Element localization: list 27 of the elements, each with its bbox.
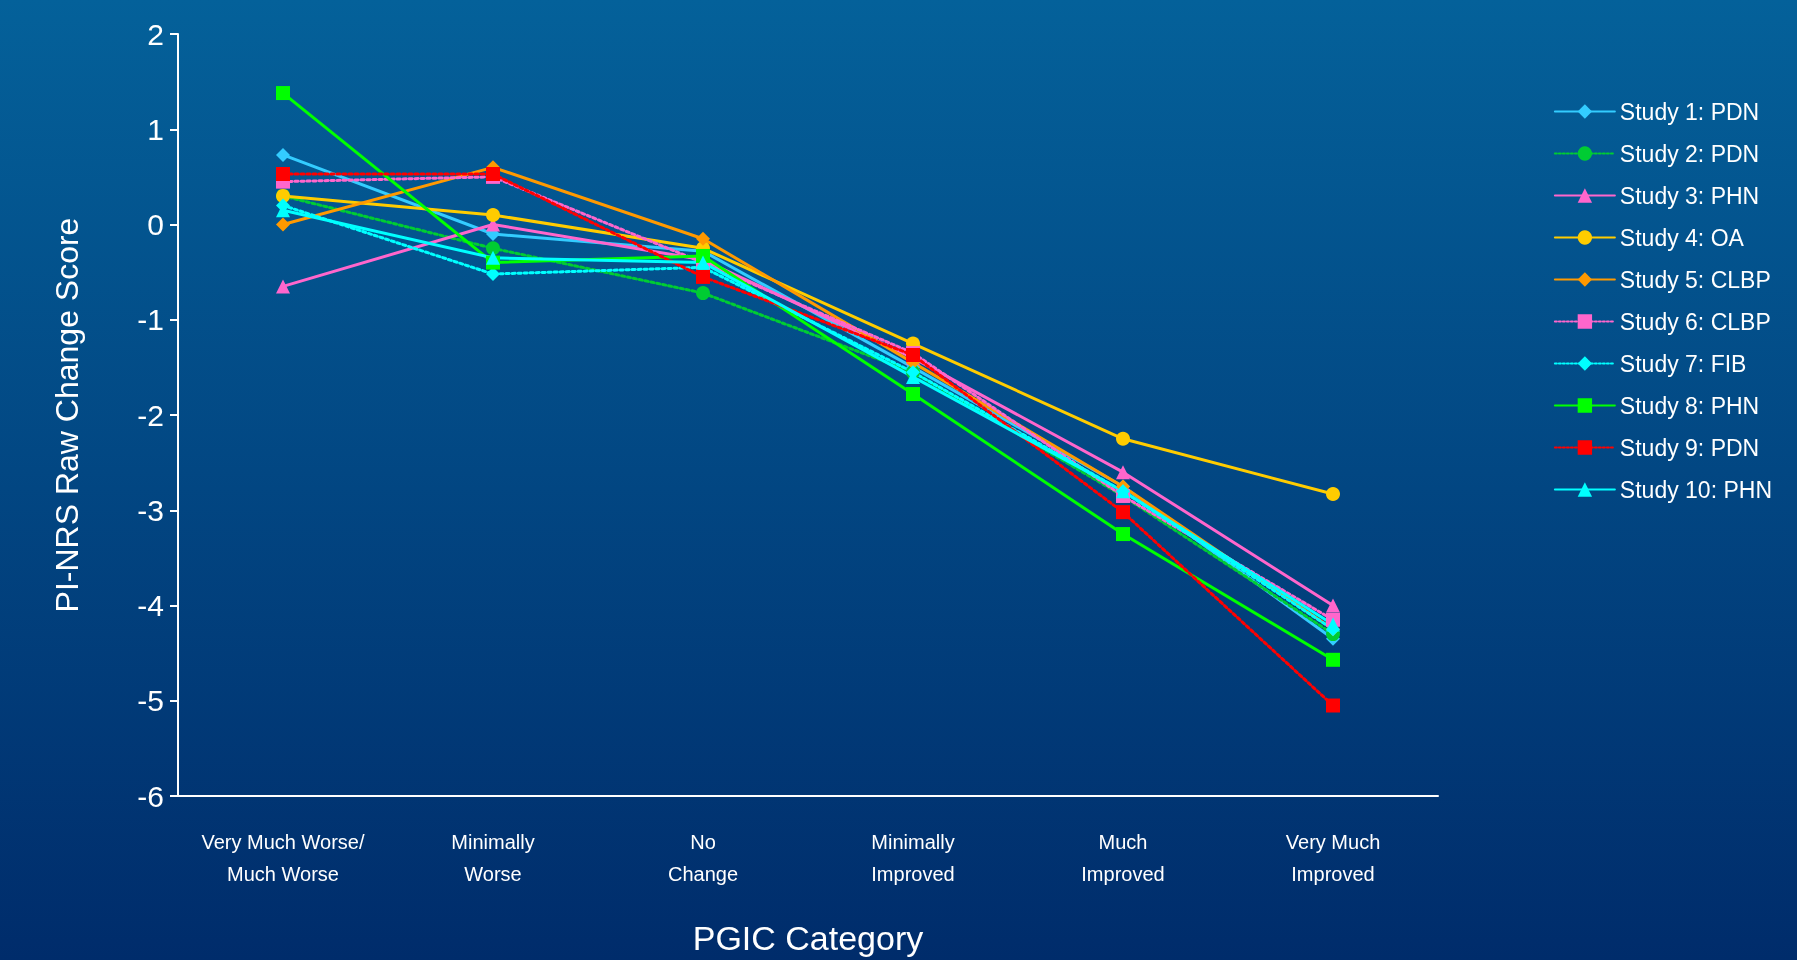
legend-label: Study 3: PHN: [1619, 182, 1760, 209]
x-tick-label: Very Much Worse/ Much Worse: [201, 831, 365, 885]
x-tick-label: Very Much Improved: [1285, 831, 1381, 885]
legend-label: Study 1: PDN: [1619, 98, 1760, 125]
y-tick-label: 1: [147, 112, 164, 146]
legend-label: Study 10: PHN: [1619, 476, 1773, 503]
y-tick-label: -5: [137, 684, 164, 718]
legend-label: Study 9: PDN: [1619, 434, 1760, 461]
y-tick-label: -6: [137, 779, 164, 813]
legend-label: Study 5: CLBP: [1619, 266, 1771, 293]
x-axis-title: PGIC Category: [692, 919, 924, 957]
x-tick-label: Much Improved: [1081, 831, 1165, 885]
y-tick-label: 2: [147, 17, 164, 51]
y-tick-label: -4: [137, 589, 164, 622]
legend-label: Study 7: FIB: [1619, 350, 1747, 377]
y-tick-label: -3: [137, 493, 164, 527]
y-tick-label: -1: [137, 303, 164, 337]
legend-label: Study 6: CLBP: [1619, 308, 1771, 335]
x-tick-label: No Change: [667, 831, 739, 885]
legend-label: Study 2: PDN: [1619, 140, 1760, 167]
legend-label: Study 4: OA: [1619, 224, 1745, 251]
x-tick-label: Minimally Improved: [871, 831, 955, 885]
y-tick-label: -2: [137, 398, 164, 432]
x-tick-label: Minimally Worse: [451, 831, 535, 885]
y-axis-title: PI-NRS Raw Change Score: [49, 217, 85, 613]
y-tick-label: 0: [147, 208, 164, 241]
legend-label: Study 8: PHN: [1619, 392, 1760, 419]
